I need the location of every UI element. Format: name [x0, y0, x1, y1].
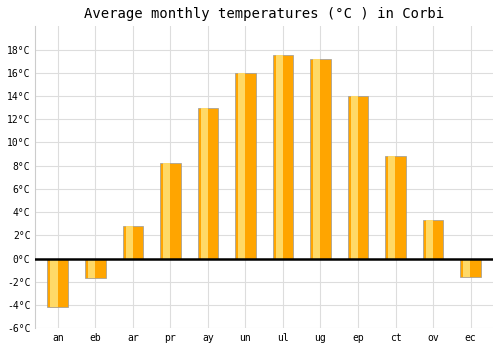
Bar — [422, 220, 444, 259]
Bar — [50, 259, 58, 307]
Bar — [460, 259, 481, 277]
Bar — [348, 96, 368, 259]
Bar — [463, 259, 470, 277]
Bar — [238, 73, 246, 259]
Bar — [276, 55, 283, 259]
Bar — [122, 226, 143, 259]
Bar — [313, 59, 320, 259]
Bar — [198, 107, 218, 259]
Bar — [426, 220, 433, 259]
Bar — [385, 156, 406, 259]
Bar — [235, 73, 256, 259]
Bar — [85, 259, 105, 278]
Bar — [126, 226, 133, 259]
Title: Average monthly temperatures (°C ) in Corbi: Average monthly temperatures (°C ) in Co… — [84, 7, 444, 21]
Bar — [88, 259, 95, 278]
Bar — [350, 96, 358, 259]
Bar — [200, 107, 208, 259]
Bar — [388, 156, 396, 259]
Bar — [160, 163, 180, 259]
Bar — [310, 59, 331, 259]
Bar — [163, 163, 170, 259]
Bar — [48, 259, 68, 307]
Bar — [272, 55, 293, 259]
